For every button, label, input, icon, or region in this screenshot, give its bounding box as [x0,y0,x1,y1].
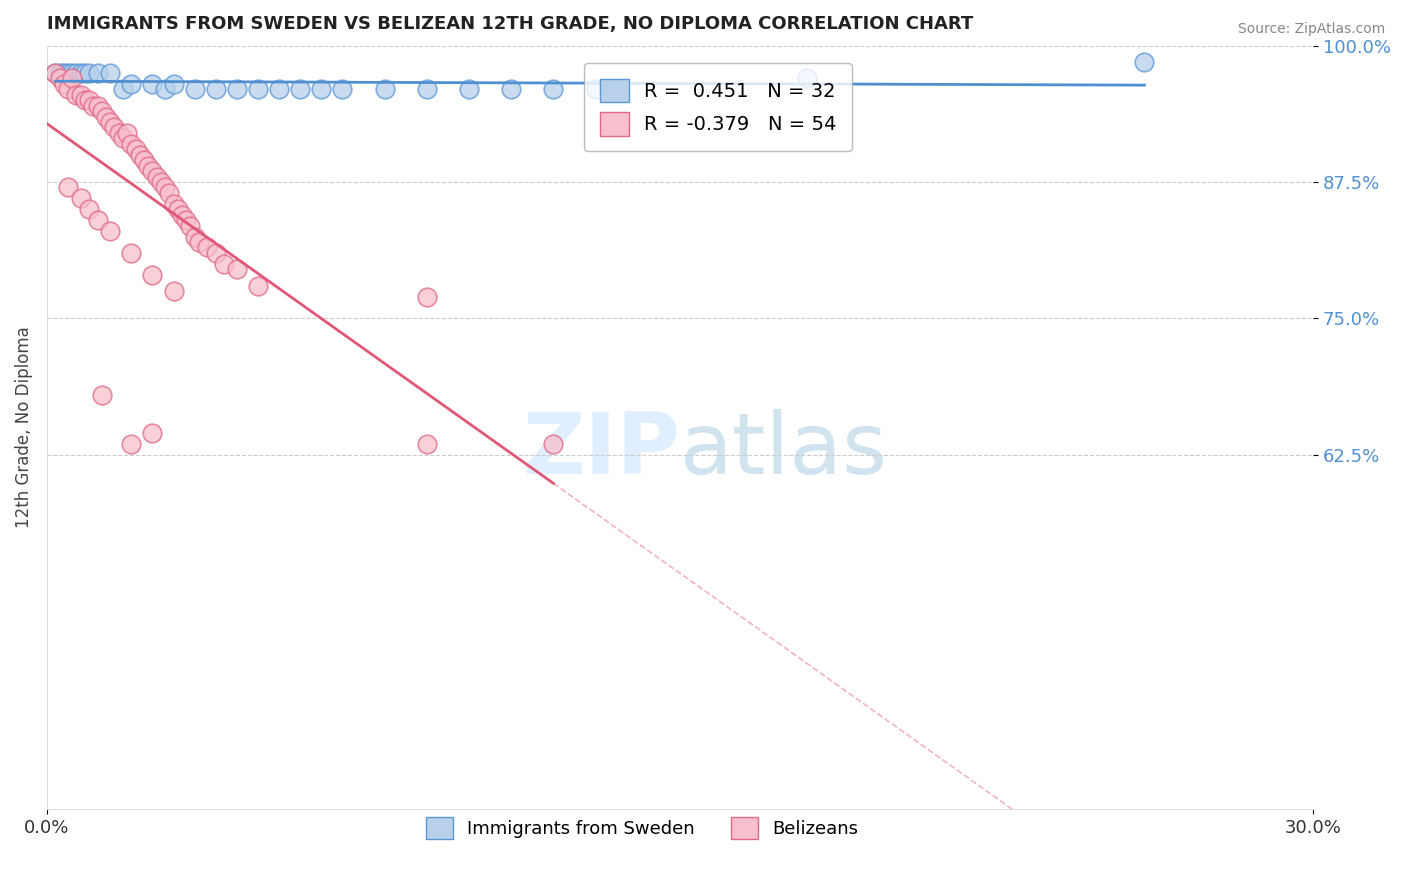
Legend: Immigrants from Sweden, Belizeans: Immigrants from Sweden, Belizeans [419,809,866,846]
Point [458,82,481,96]
Point [267,82,290,96]
Point [52,66,75,80]
Point [543,436,565,450]
Point [98,66,121,80]
Point [162,77,184,91]
Point [115,126,138,140]
Point [120,77,142,91]
Point [157,186,180,200]
Point [86,66,108,80]
Point [128,147,150,161]
Point [69,66,91,80]
Point [141,268,163,282]
Point [246,82,269,96]
Point [416,82,439,96]
Point [120,436,142,450]
Point [796,71,818,86]
Point [77,66,100,80]
Point [374,82,396,96]
Point [332,82,354,96]
Point [246,278,269,293]
Point [82,98,104,112]
Point [585,82,607,96]
Point [132,153,155,168]
Point [162,196,184,211]
Point [65,87,87,102]
Text: Source: ZipAtlas.com: Source: ZipAtlas.com [1237,22,1385,37]
Point [77,202,100,217]
Y-axis label: 12th Grade, No Diploma: 12th Grade, No Diploma [15,326,32,528]
Point [56,82,79,96]
Point [90,104,112,119]
Point [174,213,197,227]
Point [86,98,108,112]
Point [136,159,159,173]
Point [501,82,523,96]
Point [183,229,205,244]
Point [225,262,247,277]
Point [103,120,125,135]
Point [98,115,121,129]
Point [288,82,311,96]
Point [204,246,226,260]
Point [195,240,218,254]
Point [225,82,247,96]
Text: atlas: atlas [681,409,889,491]
Point [44,66,66,80]
Point [73,66,96,80]
Point [90,387,112,401]
Point [141,77,163,91]
Point [543,82,565,96]
Point [416,436,439,450]
Point [141,425,163,440]
Point [73,93,96,107]
Point [98,224,121,238]
Point [48,71,70,86]
Point [187,235,209,249]
Point [111,131,134,145]
Text: ZIP: ZIP [523,409,681,491]
Point [44,66,66,80]
Point [162,284,184,298]
Point [141,164,163,178]
Point [60,66,83,80]
Point [204,82,226,96]
Point [124,142,146,156]
Point [149,175,172,189]
Point [311,82,333,96]
Point [56,180,79,194]
Point [416,289,439,303]
Point [212,257,235,271]
Point [52,77,75,91]
Point [120,136,142,151]
Point [145,169,167,184]
Point [48,66,70,80]
Point [86,213,108,227]
Point [120,246,142,260]
Point [153,82,176,96]
Point [1133,55,1156,70]
Text: IMMIGRANTS FROM SWEDEN VS BELIZEAN 12TH GRADE, NO DIPLOMA CORRELATION CHART: IMMIGRANTS FROM SWEDEN VS BELIZEAN 12TH … [46,15,973,33]
Point [183,82,205,96]
Point [94,110,117,124]
Point [56,66,79,80]
Point [69,191,91,205]
Point [65,66,87,80]
Point [111,82,134,96]
Point [170,208,193,222]
Point [69,87,91,102]
Point [77,93,100,107]
Point [60,71,83,86]
Point [166,202,188,217]
Point [107,126,129,140]
Point [153,180,176,194]
Point [179,219,201,233]
